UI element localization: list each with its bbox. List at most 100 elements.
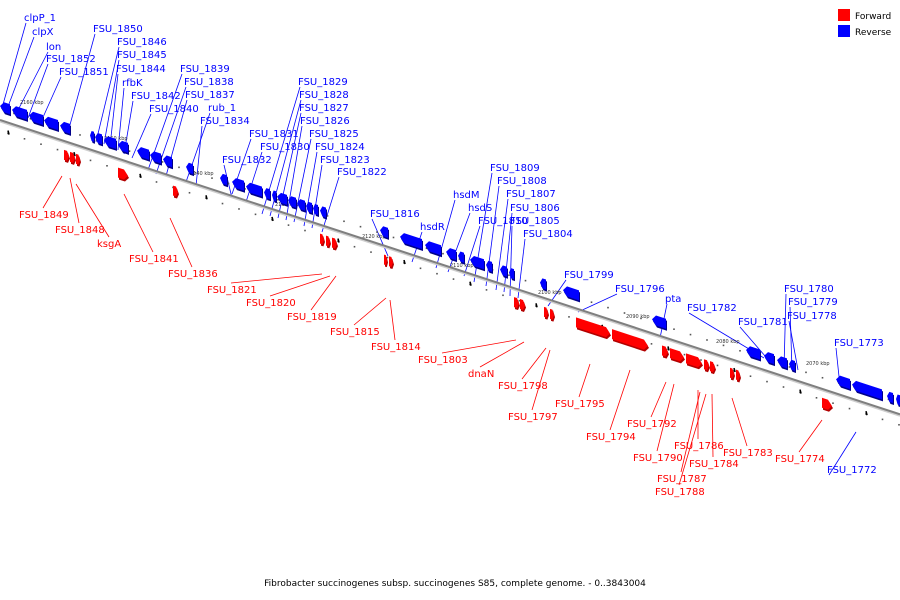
reverse-gene-label-fsu-1842[interactable]: FSU_1842: [131, 91, 181, 102]
reverse-gene-label-fsu-1834[interactable]: FSU_1834: [200, 116, 250, 127]
reverse-gene-label-fsu-1807[interactable]: FSU_1807: [506, 189, 556, 200]
forward-gene[interactable]: [612, 329, 648, 350]
reverse-gene[interactable]: [887, 391, 893, 404]
reverse-gene-label-fsu-1806[interactable]: FSU_1806: [510, 203, 560, 214]
reverse-gene-label-fsu-1852[interactable]: FSU_1852: [46, 54, 96, 65]
forward-gene-label-fsu-1841[interactable]: FSU_1841: [129, 254, 179, 265]
forward-gene[interactable]: [76, 153, 80, 165]
forward-gene[interactable]: [389, 256, 393, 267]
forward-gene[interactable]: [550, 308, 554, 320]
reverse-gene[interactable]: [400, 233, 422, 249]
forward-gene-label-fsu-1774[interactable]: FSU_1774: [775, 454, 825, 465]
reverse-gene-label-lon[interactable]: lon: [46, 42, 61, 53]
forward-gene-label-fsu-1848[interactable]: FSU_1848: [55, 225, 105, 236]
reverse-gene-label-rfbk[interactable]: rfbK: [122, 78, 143, 89]
reverse-gene-label-fsu-1828[interactable]: FSU_1828: [299, 90, 349, 101]
reverse-gene[interactable]: [90, 130, 94, 142]
forward-gene[interactable]: [662, 345, 668, 357]
forward-gene-label-fsu-1787[interactable]: FSU_1787: [657, 474, 707, 485]
forward-gene-label-fsu-1783[interactable]: FSU_1783: [723, 448, 773, 459]
reverse-gene[interactable]: [60, 121, 70, 134]
forward-gene-label-fsu-1784[interactable]: FSU_1784: [689, 459, 739, 470]
forward-gene-label-fsu-1814[interactable]: FSU_1814: [371, 342, 421, 353]
reverse-gene[interactable]: [0, 102, 10, 115]
forward-gene-label-fsu-1790[interactable]: FSU_1790: [633, 453, 683, 464]
reverse-gene[interactable]: [540, 278, 546, 290]
forward-gene[interactable]: [118, 167, 128, 180]
reverse-gene[interactable]: [44, 116, 58, 130]
reverse-gene[interactable]: [232, 178, 244, 191]
reverse-gene[interactable]: [470, 255, 484, 270]
reverse-gene-label-rub-1[interactable]: rub_1: [208, 103, 236, 114]
forward-gene-label-fsu-1836[interactable]: FSU_1836: [168, 269, 218, 280]
reverse-gene-label-pta[interactable]: pta: [665, 294, 681, 305]
reverse-gene-label-fsu-1844[interactable]: FSU_1844: [116, 64, 166, 75]
reverse-gene-label-clpp-1[interactable]: clpP_1: [24, 13, 56, 24]
forward-gene[interactable]: [670, 348, 684, 362]
reverse-gene-label-fsu-1782[interactable]: FSU_1782: [687, 303, 737, 314]
forward-gene[interactable]: [736, 369, 740, 381]
forward-gene[interactable]: [822, 397, 832, 410]
reverse-gene[interactable]: [380, 226, 388, 238]
reverse-gene-label-fsu-1839[interactable]: FSU_1839: [180, 64, 230, 75]
reverse-gene-label-fsu-1822[interactable]: FSU_1822: [337, 167, 387, 178]
reverse-gene-label-fsu-1809[interactable]: FSU_1809: [490, 163, 540, 174]
forward-gene-label-dnan[interactable]: dnaN: [468, 369, 494, 380]
reverse-gene-label-fsu-1825[interactable]: FSU_1825: [309, 129, 359, 140]
forward-gene[interactable]: [520, 299, 525, 311]
reverse-gene[interactable]: [163, 155, 172, 168]
reverse-gene[interactable]: [277, 192, 287, 205]
reverse-gene-label-fsu-1772[interactable]: FSU_1772: [827, 465, 877, 476]
reverse-gene-label-fsu-1810[interactable]: FSU_1810: [478, 216, 528, 227]
reverse-gene[interactable]: [104, 136, 116, 149]
reverse-gene-label-fsu-1823[interactable]: FSU_1823: [320, 155, 370, 166]
reverse-gene-label-fsu-1778[interactable]: FSU_1778: [787, 311, 837, 322]
reverse-gene[interactable]: [306, 201, 312, 214]
reverse-gene[interactable]: [95, 132, 102, 145]
forward-gene-label-fsu-1797[interactable]: FSU_1797: [508, 412, 558, 423]
forward-gene-label-fsu-1820[interactable]: FSU_1820: [246, 298, 296, 309]
reverse-gene-label-hsdr[interactable]: hsdR: [420, 222, 445, 233]
forward-gene[interactable]: [686, 353, 702, 368]
forward-gene[interactable]: [332, 237, 337, 249]
forward-gene-label-fsu-1803[interactable]: FSU_1803: [418, 355, 468, 366]
reverse-gene[interactable]: [764, 352, 774, 365]
forward-gene[interactable]: [576, 317, 610, 338]
forward-gene-label-fsu-1795[interactable]: FSU_1795: [555, 399, 605, 410]
forward-gene[interactable]: [710, 361, 715, 373]
reverse-gene[interactable]: [264, 188, 270, 200]
reverse-gene[interactable]: [896, 394, 900, 406]
reverse-gene-label-fsu-1829[interactable]: FSU_1829: [298, 77, 348, 88]
reverse-gene[interactable]: [509, 268, 514, 280]
reverse-gene[interactable]: [425, 241, 441, 256]
reverse-gene-label-hsdm[interactable]: hsdM: [453, 190, 480, 201]
reverse-gene[interactable]: [563, 286, 579, 301]
reverse-gene-label-fsu-1824[interactable]: FSU_1824: [315, 142, 365, 153]
reverse-gene[interactable]: [652, 315, 666, 329]
reverse-gene-label-fsu-1840[interactable]: FSU_1840: [149, 104, 199, 115]
forward-gene[interactable]: [326, 235, 330, 247]
reverse-gene[interactable]: [288, 196, 296, 208]
reverse-gene-label-fsu-1804[interactable]: FSU_1804: [523, 229, 573, 240]
reverse-gene[interactable]: [220, 173, 227, 186]
forward-gene[interactable]: [514, 297, 519, 309]
forward-gene[interactable]: [173, 185, 178, 197]
reverse-gene-label-fsu-1827[interactable]: FSU_1827: [299, 103, 349, 114]
reverse-gene[interactable]: [246, 182, 262, 197]
forward-gene[interactable]: [704, 359, 709, 371]
reverse-gene-label-fsu-1816[interactable]: FSU_1816: [370, 209, 420, 220]
reverse-gene-label-fsu-1779[interactable]: FSU_1779: [788, 297, 838, 308]
forward-gene[interactable]: [730, 367, 734, 379]
reverse-gene-label-fsu-1832[interactable]: FSU_1832: [222, 155, 272, 166]
reverse-gene-label-fsu-1773[interactable]: FSU_1773: [834, 338, 884, 349]
forward-gene-label-fsu-1794[interactable]: FSU_1794: [586, 432, 636, 443]
reverse-gene-label-fsu-1837[interactable]: FSU_1837: [185, 90, 235, 101]
forward-gene-label-fsu-1821[interactable]: FSU_1821: [207, 285, 257, 296]
reverse-gene-label-hsds[interactable]: hsdS: [468, 203, 492, 214]
reverse-gene-label-fsu-1846[interactable]: FSU_1846: [117, 37, 167, 48]
forward-gene-label-fsu-1815[interactable]: FSU_1815: [330, 327, 380, 338]
forward-gene-label-fsu-1788[interactable]: FSU_1788: [655, 487, 705, 498]
reverse-gene[interactable]: [29, 111, 43, 126]
reverse-gene-label-fsu-1780[interactable]: FSU_1780: [784, 284, 834, 295]
reverse-gene[interactable]: [272, 190, 276, 202]
